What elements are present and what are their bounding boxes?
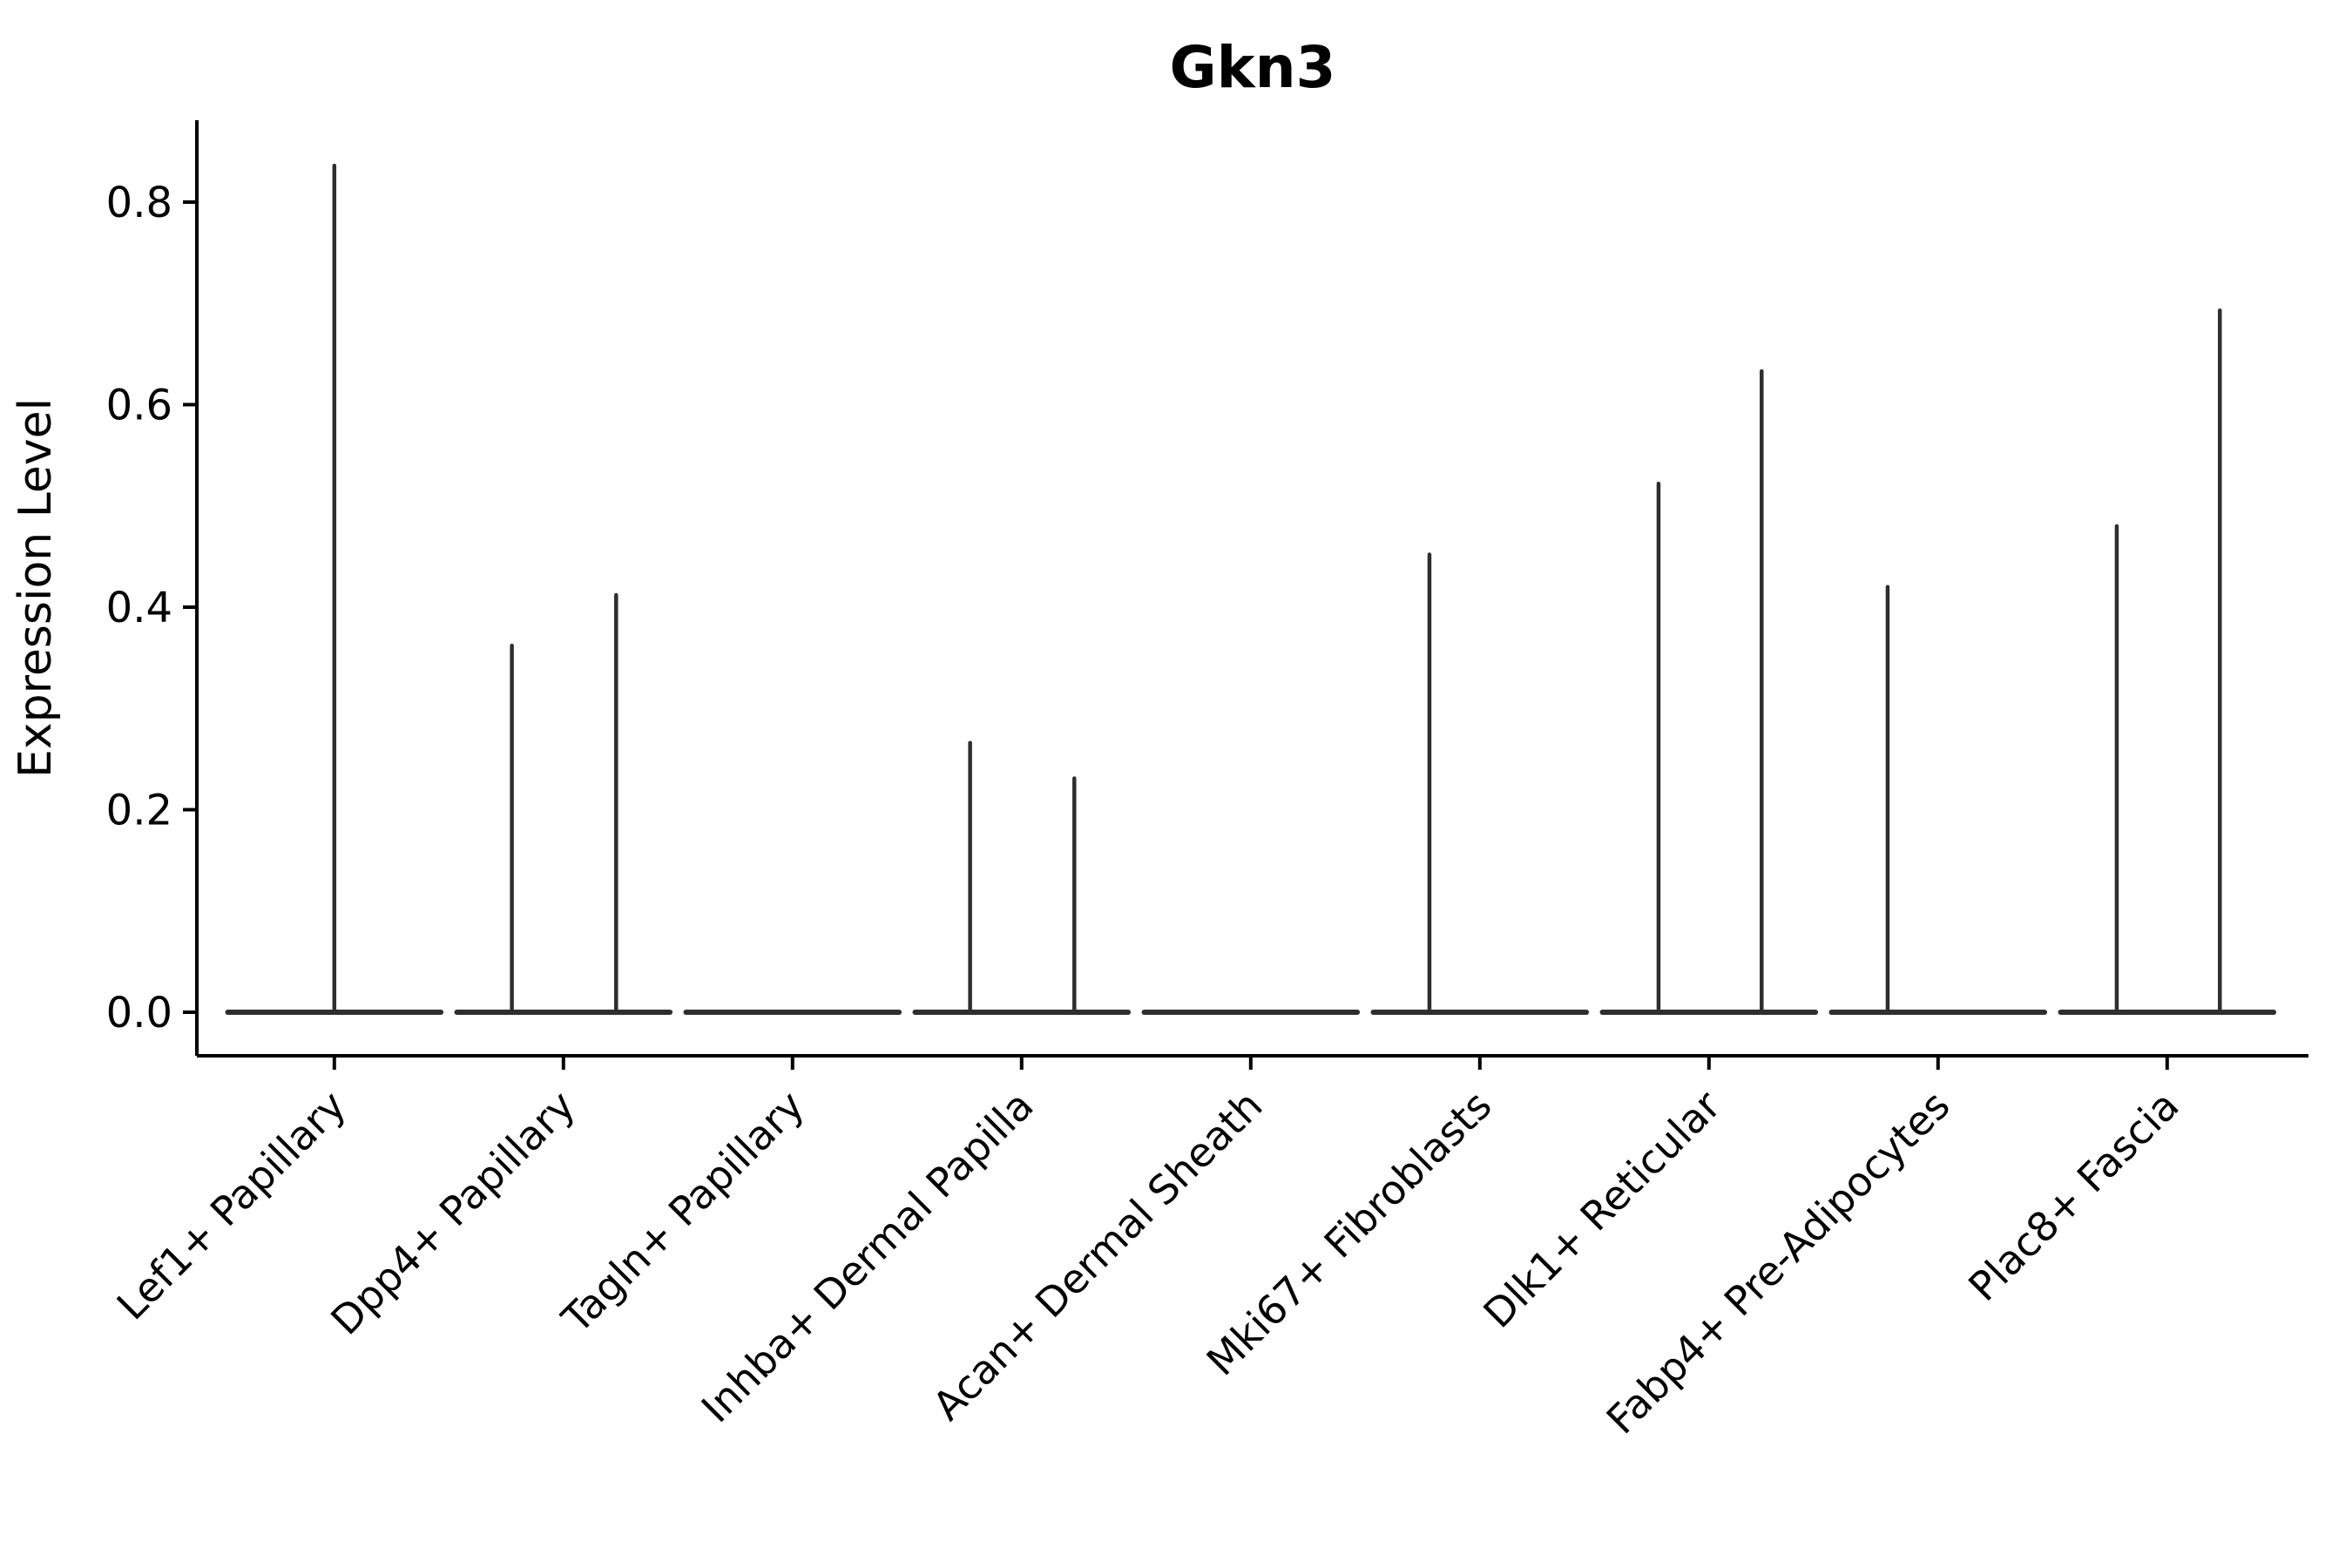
y-tick-label: 0.0 bbox=[106, 989, 172, 1037]
violin-7 bbox=[1599, 368, 1819, 1015]
chart-title: Gkn3 bbox=[1170, 34, 1336, 101]
y-axis-label: Expression Level bbox=[10, 398, 62, 778]
violin-1 bbox=[225, 163, 444, 1015]
violin-2 bbox=[454, 592, 673, 1015]
y-axis-ticks: 0.0 0.2 0.4 0.6 0.8 bbox=[106, 179, 197, 1037]
y-tick-label: 0.2 bbox=[106, 787, 172, 835]
violin-8 bbox=[1828, 585, 2048, 1015]
violin-9 bbox=[2058, 308, 2277, 1015]
violin-4 bbox=[912, 740, 1132, 1015]
y-tick-label: 0.6 bbox=[106, 382, 172, 430]
y-tick-label: 0.8 bbox=[106, 179, 172, 227]
x-tick-label: Lef1+ Papillary bbox=[108, 1082, 355, 1329]
x-tick-label: Dpp4+ Papillary bbox=[321, 1082, 584, 1344]
violin-6 bbox=[1370, 552, 1590, 1015]
violins bbox=[225, 163, 2277, 1015]
y-tick-label: 0.4 bbox=[106, 584, 172, 632]
x-tick-label: Plac8+ Fascia bbox=[1959, 1082, 2187, 1310]
x-tick-label: Tagln+ Papillary bbox=[552, 1082, 814, 1343]
x-tick-label: Dlk1+ Reticular bbox=[1474, 1082, 1729, 1337]
